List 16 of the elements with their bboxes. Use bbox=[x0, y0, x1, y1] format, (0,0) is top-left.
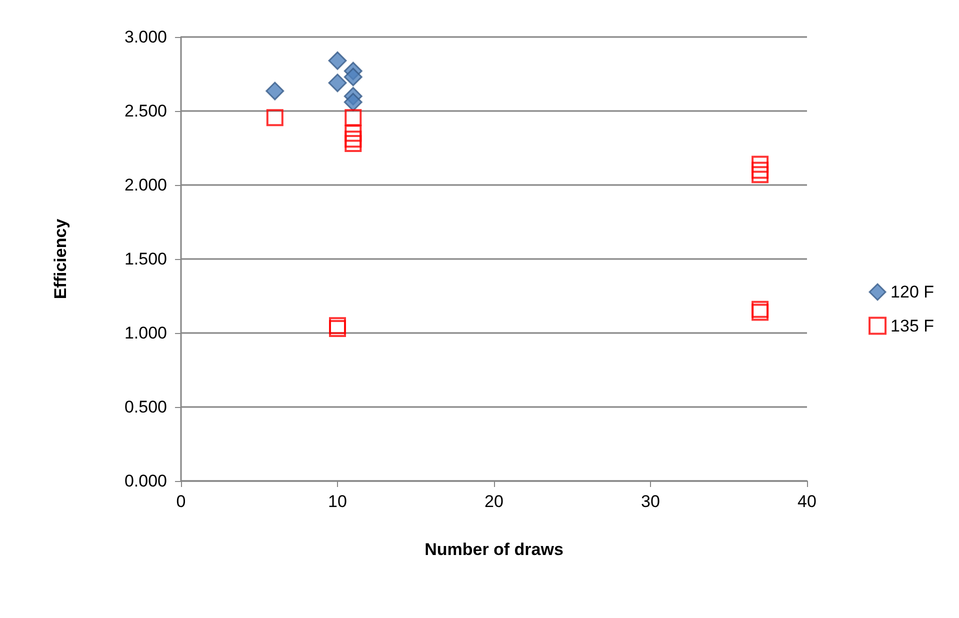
y-tick-label: 0.000 bbox=[124, 472, 167, 490]
y-tick-label: 1.000 bbox=[124, 324, 167, 342]
y-tick-label: 3.000 bbox=[124, 28, 167, 46]
y-axis-title: Efficiency bbox=[51, 218, 70, 300]
y-tick-label: 2.500 bbox=[124, 102, 167, 120]
x-tick-label: 30 bbox=[641, 492, 660, 511]
legend-label: 120 F bbox=[890, 282, 934, 302]
x-tick-label: 10 bbox=[328, 492, 347, 511]
legend-label: 135 F bbox=[890, 316, 934, 336]
y-tick-label: 0.500 bbox=[124, 398, 167, 416]
x-tick-label: 40 bbox=[798, 492, 816, 511]
x-tick-label: 0 bbox=[176, 492, 186, 511]
x-axis-title: Number of draws bbox=[424, 540, 564, 559]
x-tick-label: 20 bbox=[484, 492, 504, 511]
y-tick-label: 1.500 bbox=[124, 250, 167, 268]
y-tick-label: 2.000 bbox=[124, 176, 167, 194]
